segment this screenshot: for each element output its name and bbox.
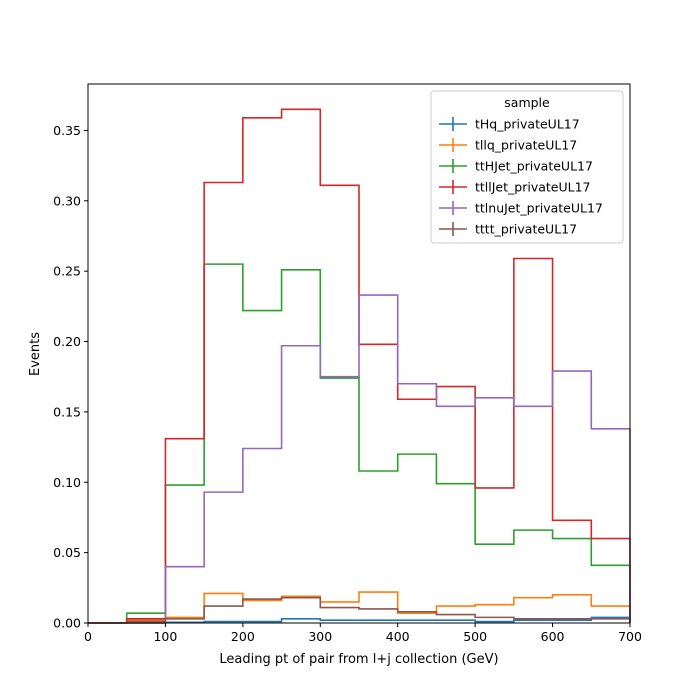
y-tick-label: 0.25 — [53, 264, 81, 279]
x-tick-label: 0 — [84, 629, 92, 644]
x-tick-label: 500 — [463, 629, 487, 644]
series-line-tHq_privateUL17 — [88, 616, 631, 624]
plot-frame — [87, 83, 631, 624]
legend-entry: ttlnuJet_privateUL17 — [439, 201, 603, 216]
legend-entry: tllq_privateUL17 — [439, 138, 577, 153]
series-line-ttlnuJet_privateUL17 — [88, 294, 631, 624]
series-line-tllq_privateUL17 — [88, 591, 631, 624]
legend-label: tllq_privateUL17 — [475, 138, 577, 153]
x-tick-label: 400 — [386, 629, 410, 644]
legend-box — [430, 90, 624, 244]
y-tick-label: 0.15 — [53, 404, 81, 419]
legend-label: ttHJet_privateUL17 — [475, 159, 593, 174]
y-tick-label: 0.30 — [53, 193, 81, 208]
x-tick-label: 100 — [153, 629, 177, 644]
legend-entry: ttllJet_privateUL17 — [439, 180, 591, 195]
y-axis: 0.00 0.05 0.10 0.15 0.20 0.25 0.30 0.35 — [53, 123, 88, 631]
x-tick-label: 700 — [618, 629, 642, 644]
legend-label: tHq_privateUL17 — [475, 117, 580, 132]
y-tick-label: 0.05 — [53, 545, 81, 560]
legend: sample tHq_privateUL17 tllq_privateUL17tt… — [430, 90, 624, 244]
x-axis-label: Leading pt of pair from l+j collection (… — [219, 652, 498, 667]
series-layer — [88, 108, 631, 624]
series-line-tttt_privateUL17 — [88, 596, 631, 624]
y-tick-label: 0.10 — [53, 475, 81, 490]
series-line-ttHJet_privateUL17 — [88, 263, 631, 624]
legend-label: ttllJet_privateUL17 — [475, 180, 591, 195]
legend-entry: tttt_privateUL17 — [439, 222, 577, 237]
legend-title: sample — [504, 95, 550, 110]
legend-label: tttt_privateUL17 — [475, 222, 577, 237]
y-tick-label: 0.35 — [53, 123, 81, 138]
x-tick-label: 600 — [541, 629, 565, 644]
legend-label: ttlnuJet_privateUL17 — [475, 201, 603, 216]
y-axis-label: Events — [28, 332, 43, 376]
x-axis: 0 100 200 300 400 500 600 700 — [84, 623, 642, 644]
y-tick-label: 0.00 — [53, 616, 81, 631]
x-tick-label: 200 — [231, 629, 255, 644]
x-tick-label: 300 — [308, 629, 332, 644]
legend-entry: tHq_privateUL17 — [439, 117, 580, 132]
legend-entry: ttHJet_privateUL17 — [439, 159, 593, 174]
y-tick-label: 0.20 — [53, 334, 81, 349]
